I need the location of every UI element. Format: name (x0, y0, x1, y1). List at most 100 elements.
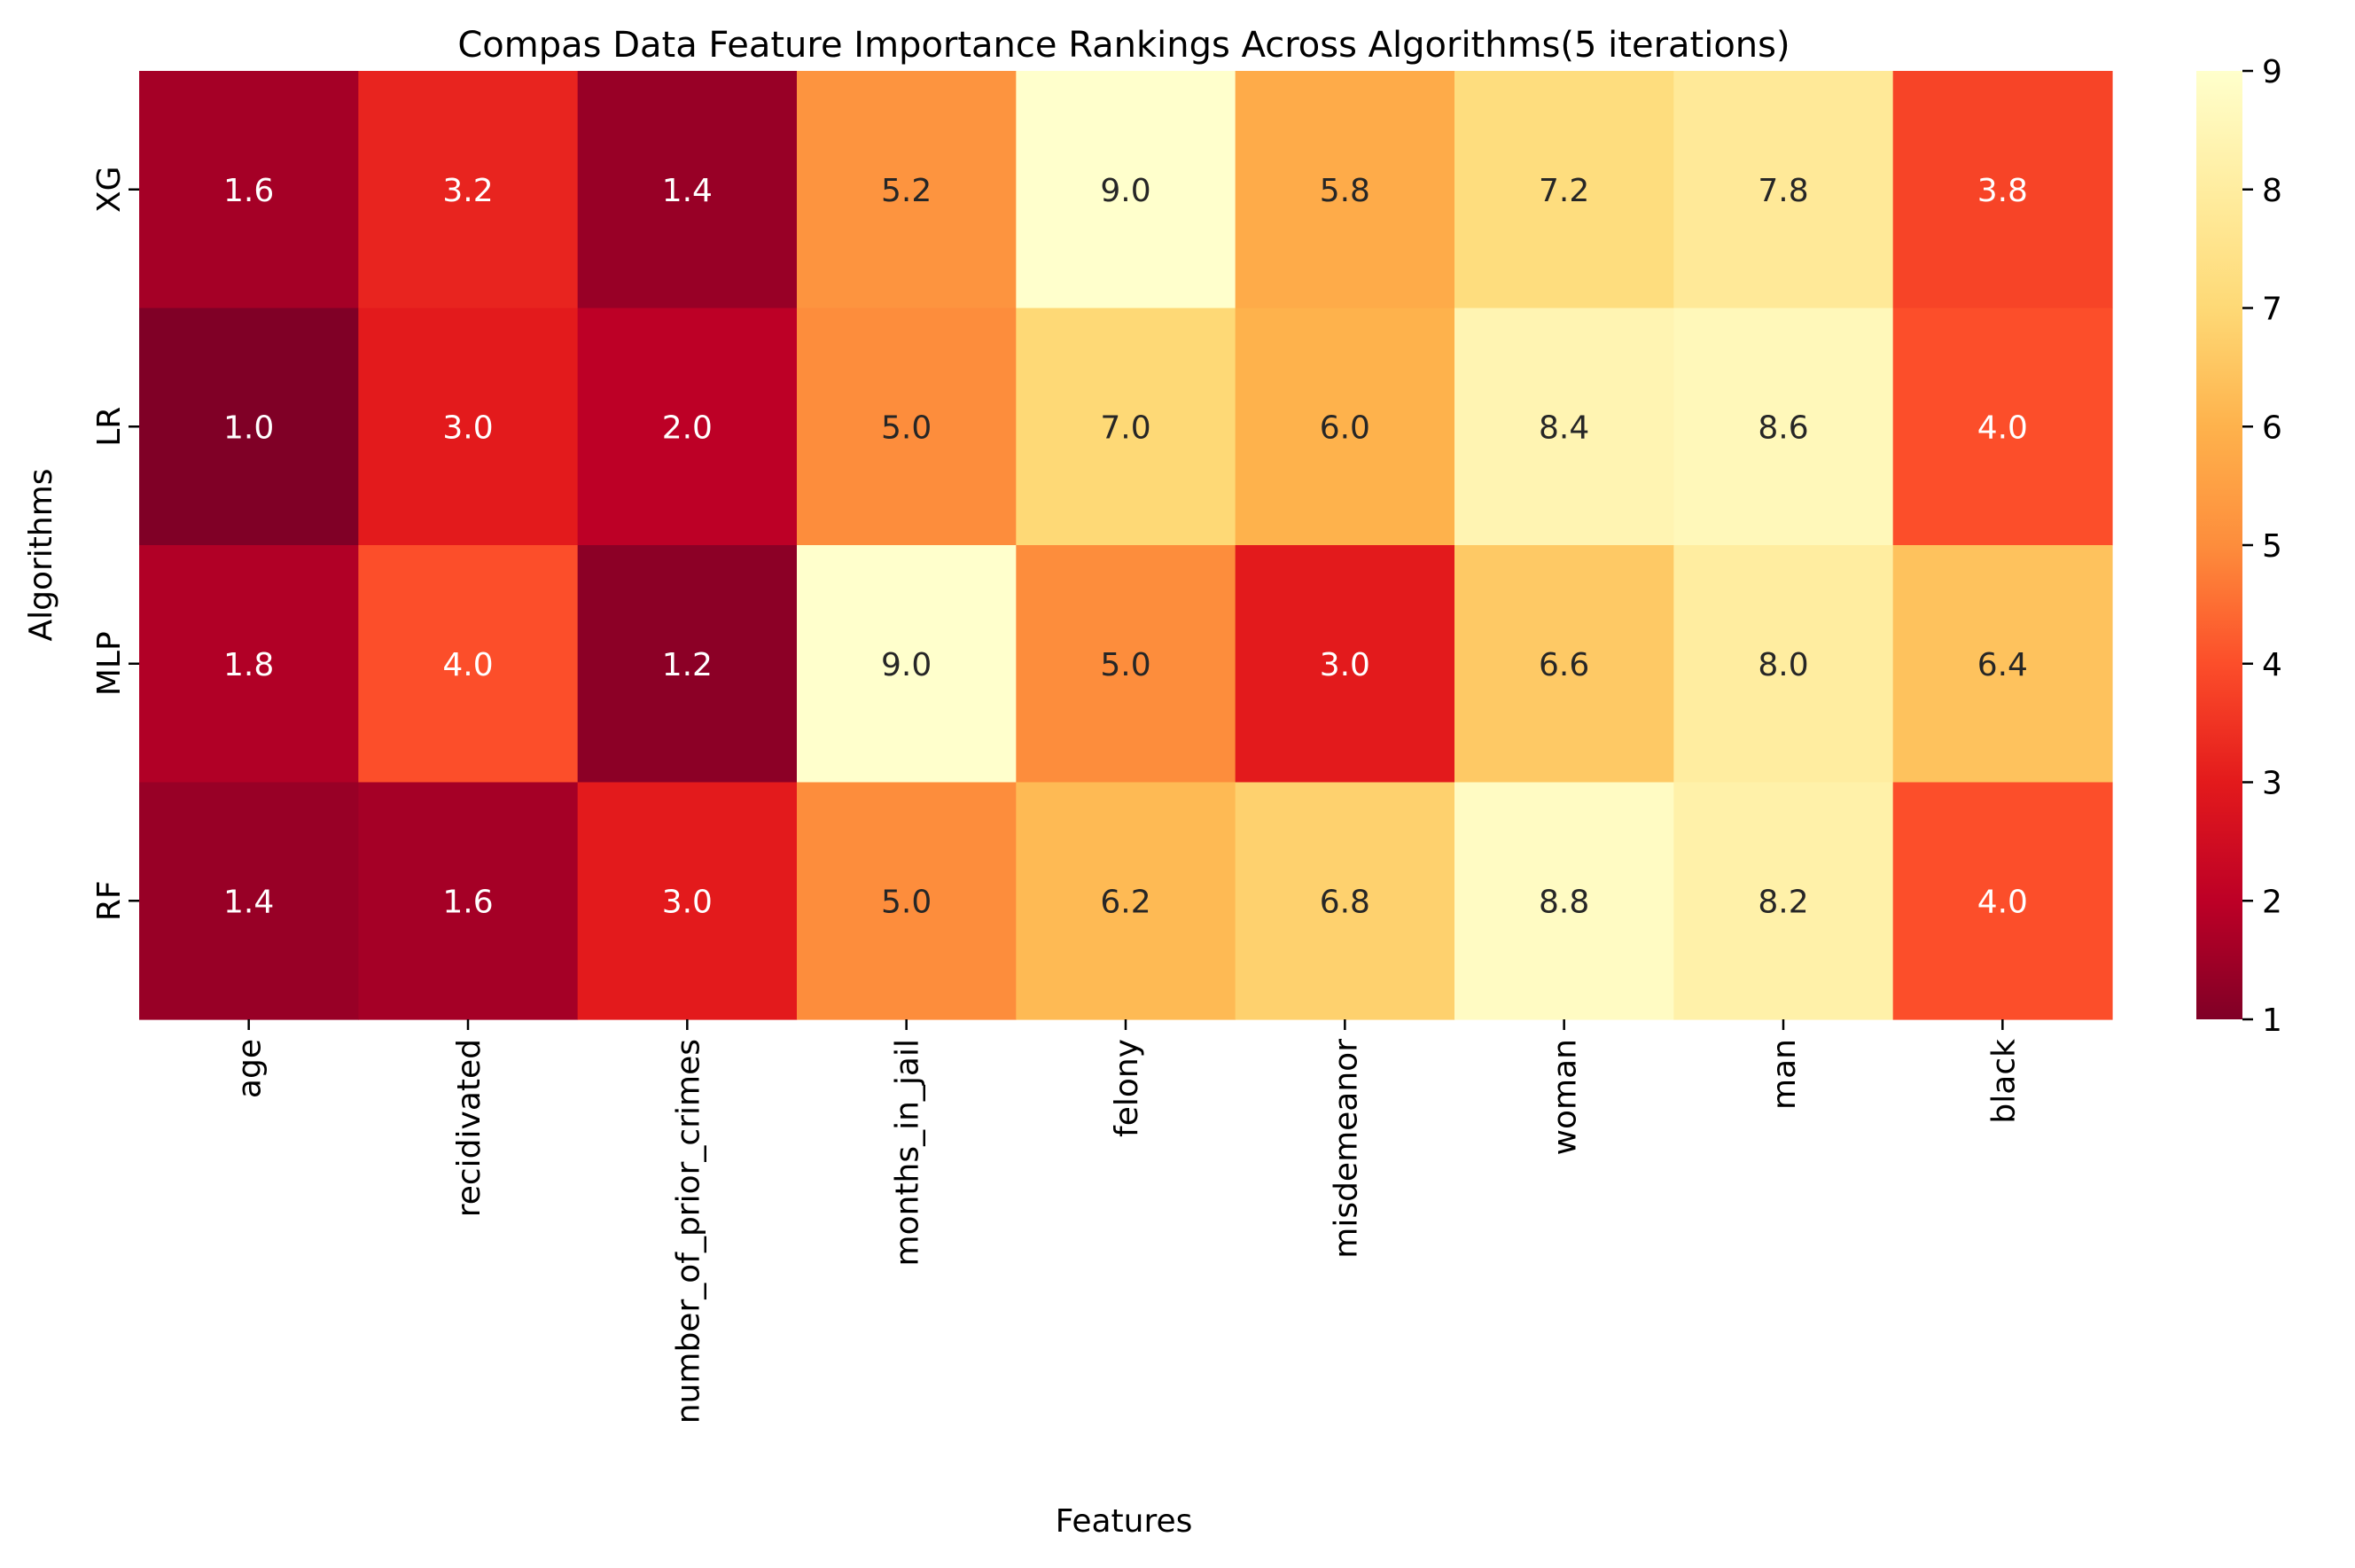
cell-value-label: 4.0 (1977, 884, 2028, 920)
cell-value-label: 7.2 (1539, 173, 1589, 209)
heatmap-cell (139, 71, 359, 309)
cell-value-label: 5.8 (1320, 173, 1370, 209)
cell-value-label: 8.2 (1758, 884, 1808, 920)
heatmap-cell (1454, 71, 1674, 309)
colorbar-tick-label: 8 (2262, 173, 2282, 209)
heatmap-cell (139, 545, 359, 784)
colorbar-tick-label: 2 (2262, 884, 2282, 920)
cell-value-label: 8.6 (1758, 410, 1808, 446)
heatmap-cell (1454, 308, 1674, 546)
heatmap-cell (1016, 782, 1236, 1020)
heatmap-cell (1892, 782, 2113, 1020)
x-tick-label: months_in_jail (890, 1039, 926, 1266)
heatmap-cell (1673, 782, 1894, 1020)
heatmap-cell (1235, 308, 1455, 546)
x-tick-label: felony (1109, 1039, 1145, 1137)
cell-value-label: 1.4 (662, 173, 713, 209)
cell-value-label: 3.0 (1320, 647, 1370, 683)
cell-value-label: 6.2 (1100, 884, 1150, 920)
cell-value-label: 7.8 (1758, 173, 1808, 209)
cell-value-label: 1.0 (223, 410, 274, 446)
heatmap-cell (358, 71, 579, 309)
colorbar-tick-label: 5 (2262, 528, 2282, 565)
heatmap-cell (1892, 545, 2113, 784)
cell-value-label: 1.6 (442, 884, 493, 920)
heatmap-cell (1235, 782, 1455, 1020)
x-tick-label: age (232, 1039, 269, 1098)
heatmap-cell (358, 545, 579, 784)
cell-value-label: 1.6 (223, 173, 274, 209)
colorbar-tick-label: 4 (2262, 647, 2282, 683)
cell-value-label: 1.4 (223, 884, 274, 920)
y-tick-label: RF (91, 880, 128, 921)
heatmap-cell (577, 545, 798, 784)
cell-value-label: 2.0 (662, 410, 713, 446)
colorbar-gradient (2196, 71, 2242, 1019)
colorbar: 1 2 3 4 5 6 7 8 9 (2196, 54, 2282, 1039)
cell-value-label: 7.0 (1100, 410, 1150, 446)
cell-value-label: 3.8 (1977, 173, 2028, 209)
x-tick-label: black (1985, 1039, 2022, 1124)
heatmap-cell (1016, 545, 1236, 784)
heatmap-cell (1454, 545, 1674, 784)
cell-value-label: 5.0 (881, 410, 932, 446)
cell-value-label: 3.0 (442, 410, 493, 446)
heatmap-cell (797, 71, 1017, 309)
heatmap-cell (1016, 308, 1236, 546)
cell-value-label: 6.8 (1320, 884, 1370, 920)
cell-value-label: 8.4 (1539, 410, 1589, 446)
cell-value-label: 1.8 (223, 647, 274, 683)
cell-value-label: 5.0 (1100, 647, 1150, 683)
heatmap-cell (358, 308, 579, 546)
cell-value-label: 8.8 (1539, 884, 1589, 920)
heatmap-cell (1016, 71, 1236, 309)
heatmap-cell (1892, 308, 2113, 546)
heatmap-cell (1235, 71, 1455, 309)
cell-value-label: 6.6 (1539, 647, 1589, 683)
cell-value-label: 9.0 (1100, 173, 1150, 209)
cell-value-label: 4.0 (442, 647, 493, 683)
heatmap-cell (1673, 545, 1894, 784)
heatmap-cell (797, 782, 1017, 1020)
cell-value-label: 5.2 (881, 173, 932, 209)
heatmap-cell (1454, 782, 1674, 1020)
heatmap-cell (139, 308, 359, 546)
cell-value-label: 9.0 (881, 647, 932, 683)
heatmap-cell (1892, 71, 2113, 309)
colorbar-tick-label: 9 (2262, 54, 2282, 90)
colorbar-tick-label: 6 (2262, 410, 2282, 446)
y-tick-label: LR (91, 407, 128, 447)
heatmap-cell (797, 308, 1017, 546)
x-tick-label: recidivated (451, 1039, 487, 1217)
cell-value-label: 8.0 (1758, 647, 1808, 683)
colorbar-tick-label: 3 (2262, 766, 2282, 802)
heatmap-cell (1673, 71, 1894, 309)
cell-value-label: 1.2 (662, 647, 713, 683)
heatmap-cell (577, 782, 798, 1020)
colorbar-tick-label: 1 (2262, 1002, 2282, 1039)
x-tick-label: misdemeanor (1328, 1039, 1364, 1259)
y-tick-label: MLP (91, 631, 128, 696)
y-tick-label: XG (91, 166, 128, 213)
chart-title: Compas Data Feature Importance Rankings … (457, 25, 1790, 66)
x-tick-label: woman (1548, 1039, 1584, 1155)
heatmap-cell (358, 782, 579, 1020)
cell-value-label: 6.4 (1977, 647, 2028, 683)
cell-value-label: 4.0 (1977, 410, 2028, 446)
y-axis-label: Algorithms (23, 468, 59, 641)
heatmap-cell (577, 71, 798, 309)
colorbar-tick-label: 7 (2262, 292, 2282, 328)
heatmap-cell (1235, 545, 1455, 784)
heatmap-cells: 1.6 3.2 1.4 5.2 9.0 5.8 7.2 7.8 3.8 1.0 3.0 2.0 5.0 7… (139, 71, 2113, 1020)
cell-value-label: 3.2 (442, 173, 493, 209)
x-tick-label: number_of_prior_crimes (670, 1039, 706, 1424)
heatmap-cell (1673, 308, 1894, 546)
heatmap-cell (577, 308, 798, 546)
cell-value-label: 6.0 (1320, 410, 1370, 446)
x-axis-ticks: age recidivated number_of_prior_crimes mont… (232, 1019, 2022, 1424)
cell-value-label: 5.0 (881, 884, 932, 920)
heatmap-cell (139, 782, 359, 1020)
heatmap-cell (797, 545, 1017, 784)
cell-value-label: 3.0 (662, 884, 713, 920)
